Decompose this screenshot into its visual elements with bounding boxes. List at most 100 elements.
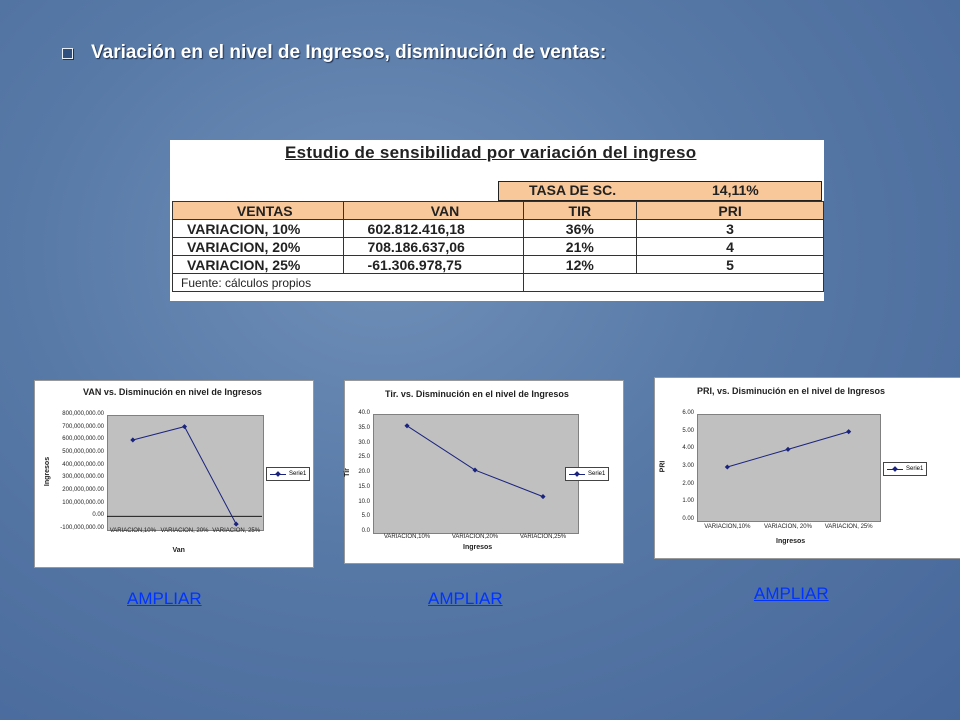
van-y-tick-label: 400,000,000.00 — [62, 461, 104, 468]
cell-pri: 4 — [636, 237, 824, 256]
van-y-tick-label: -100,000,000.00 — [60, 525, 104, 531]
tir-x-tick-label: VARIACION,25% — [519, 534, 567, 540]
van-y-tick-label: 700,000,000.00 — [62, 423, 104, 430]
pri-y-tick-label: 1.00 — [682, 498, 694, 505]
van-chart-marks — [107, 424, 262, 527]
slide-heading: Variación en el nivel de Ingresos, dismi… — [91, 42, 607, 63]
pri-chart-card: PRI, vs. Disminución en el nivel de Ingr… — [654, 377, 960, 559]
discount-rate-label: TASA DE SC. — [529, 182, 617, 198]
header-ventas: VENTAS — [172, 201, 344, 220]
van-legend-marker-icon — [270, 473, 286, 475]
tir-y-tick-label: 5.0 — [361, 513, 370, 520]
ampliar-pri-link[interactable]: AMPLIAR — [754, 584, 829, 603]
tir-y-tick-label: 0.0 — [361, 528, 370, 534]
van-x-axis-title: Van — [172, 547, 185, 554]
tir-chart-card: Tir. vs. Disminución en el nivel de Ingr… — [344, 380, 624, 564]
ampliar-van-link[interactable]: AMPLIAR — [127, 589, 202, 608]
van-chart-card: VAN vs. Disminución en nivel de Ingresos… — [34, 380, 314, 568]
cell-van: 708.186.637,06 — [342, 237, 524, 256]
sensitivity-table-image: Estudio de sensibilidad por variación de… — [170, 140, 824, 301]
pri-data-point — [846, 429, 852, 435]
pri-y-tick-label: 4.00 — [682, 445, 694, 452]
table-row: VARIACION, 20% 708.186.637,06 21% 4 — [172, 237, 824, 256]
tir-y-tick-label: 15.0 — [358, 483, 370, 490]
van-y-tick-label: 0.00 — [92, 512, 104, 519]
van-x-tick-label: VARIACION, 25% — [212, 528, 261, 534]
tir-y-tick-label: 40.0 — [358, 410, 370, 416]
header-van: VAN — [342, 201, 524, 220]
van-data-point — [181, 424, 188, 430]
tir-y-tick-label: 30.0 — [358, 439, 370, 446]
table-title: Estudio de sensibilidad por variación de… — [285, 143, 697, 162]
pri-legend: Serie1 — [883, 462, 928, 476]
pri-y-tick-label: 6.00 — [682, 410, 694, 416]
table-header-row: VENTAS VAN TIR PRI — [172, 201, 824, 220]
ampliar-tir-link[interactable]: AMPLIAR — [428, 589, 503, 608]
pri-y-tick-label: 0.00 — [682, 516, 694, 522]
pri-y-tick-label: 2.00 — [682, 480, 694, 487]
tir-chart-marks — [404, 423, 546, 500]
tir-y-tick-label: 35.0 — [358, 424, 370, 431]
tir-legend-marker-icon — [569, 473, 585, 475]
tir-series-line — [406, 425, 544, 498]
tir-x-axis-title: Ingresos — [463, 544, 493, 551]
van-plot-area — [107, 415, 264, 531]
slide-bullet-row: Variación en el nivel de Ingresos, dismi… — [62, 42, 606, 64]
van-y-tick-label: 500,000,000.00 — [62, 449, 104, 455]
van-y-tick-label: 200,000,000.00 — [62, 487, 104, 493]
cell-pri: 3 — [636, 219, 824, 238]
tir-data-point — [472, 467, 478, 473]
pri-y-tick-label: 5.00 — [682, 427, 694, 434]
pri-chart-marks — [724, 429, 852, 470]
cell-pri: 5 — [636, 255, 824, 274]
header-tir: TIR — [522, 201, 638, 220]
van-series-line — [132, 426, 237, 525]
pri-legend-marker-icon — [887, 468, 903, 470]
van-y-tick-label: 100,000,000.00 — [62, 499, 104, 506]
van-data-point — [130, 437, 136, 443]
discount-rate-box: TASA DE SC. 14,11% — [498, 181, 822, 201]
van-legend: Serie1 — [266, 467, 311, 481]
tir-legend: Serie1 — [565, 467, 610, 481]
pri-data-point — [785, 446, 791, 452]
pri-x-axis-title: Ingresos — [776, 538, 806, 545]
cell-ventas: VARIACION, 25% — [172, 255, 344, 274]
table-row: VARIACION, 10% 602.812.416,18 36% 3 — [172, 219, 824, 238]
cell-ventas: VARIACION, 20% — [172, 237, 344, 256]
van-y-tick-label: 300,000,000.00 — [62, 474, 104, 481]
sensitivity-table: VENTAS VAN TIR PRI VARIACION, 10% 602.81… — [172, 201, 824, 292]
tir-plot-area — [373, 414, 579, 534]
table-source-note: Fuente: cálculos propios — [172, 273, 524, 292]
van-y-tick-label: 600,000,000.00 — [62, 436, 104, 443]
tir-data-point — [540, 494, 546, 500]
pri-x-tick-label: VARIACION, 25% — [824, 524, 873, 530]
header-pri: PRI — [636, 201, 824, 220]
tir-legend-label: Serie1 — [588, 471, 606, 477]
van-chart-title: VAN vs. Disminución en nivel de Ingresos — [83, 387, 262, 397]
cell-van: 602.812.416,18 — [342, 219, 524, 238]
cell-tir: 36% — [522, 219, 638, 238]
cell-tir: 21% — [522, 237, 638, 256]
pri-data-point — [724, 464, 730, 470]
pri-x-tick-label: VARIACION,10% — [704, 524, 751, 530]
table-row: VARIACION, 25% -61.306.978,75 12% 5 — [172, 255, 824, 274]
tir-x-tick-label: VARIACION,10% — [383, 534, 431, 540]
tir-y-tick-label: 10.0 — [358, 498, 370, 505]
cell-van: -61.306.978,75 — [342, 255, 524, 274]
tir-x-tick-label: VARIACION,20% — [451, 534, 499, 540]
table-source-row: Fuente: cálculos propios — [172, 273, 824, 292]
van-y-tick-label: 800,000,000.00 — [62, 411, 104, 417]
van-legend-label: Serie1 — [289, 471, 307, 477]
van-x-tick-label: VARIACION,10% — [109, 528, 156, 534]
tir-data-point — [404, 423, 410, 429]
tir-y-tick-label: 25.0 — [358, 454, 370, 461]
cell-ventas: VARIACION, 10% — [172, 219, 344, 238]
cell-tir: 12% — [522, 255, 638, 274]
pri-chart-title: PRI, vs. Disminución en el nivel de Ingr… — [697, 386, 886, 396]
van-data-point — [233, 521, 239, 527]
pri-legend-label: Serie1 — [906, 466, 924, 472]
pri-x-tick-label: VARIACION, 20% — [764, 524, 812, 530]
bullet-square-icon — [62, 47, 73, 59]
discount-rate-value: 14,11% — [712, 182, 759, 198]
pri-y-tick-label: 3.00 — [682, 463, 694, 469]
